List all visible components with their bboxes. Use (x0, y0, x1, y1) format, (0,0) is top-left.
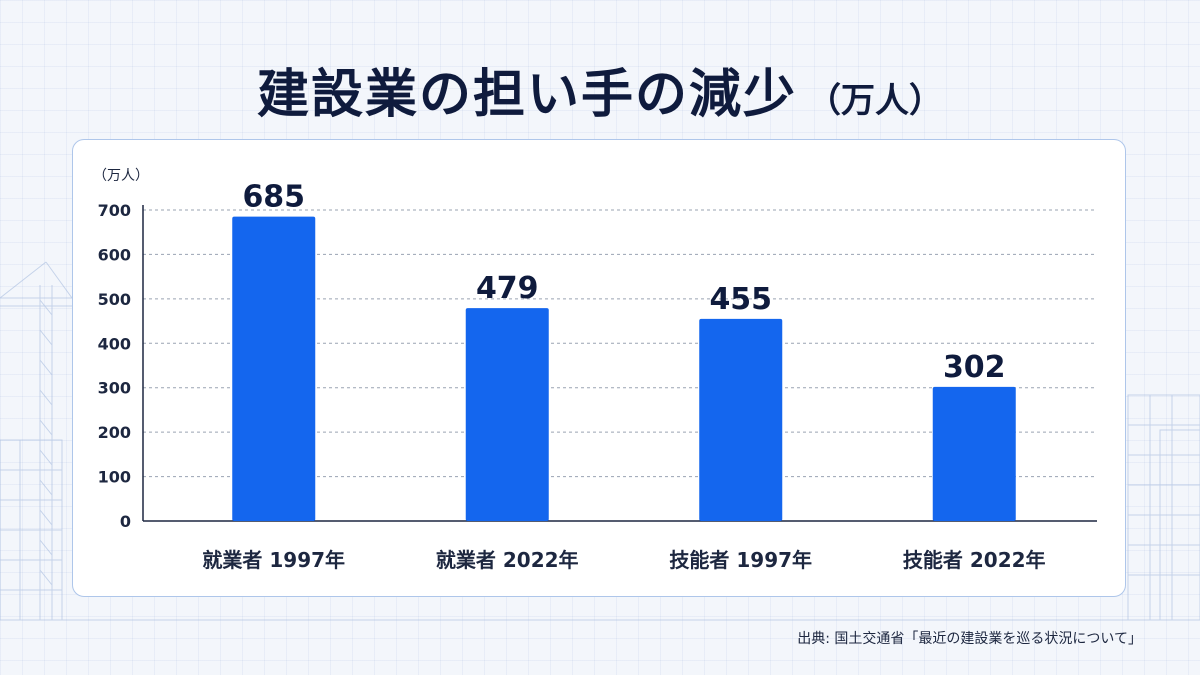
bar (699, 318, 783, 521)
y-tick-label: 0 (120, 512, 131, 531)
x-tick-label: 技能者 1997年 (669, 548, 812, 572)
x-tick-label: 技能者 2022年 (903, 548, 1046, 572)
y-tick-label: 200 (98, 423, 131, 442)
page-title: 建設業の担い手の減少 （万人） (0, 52, 1200, 127)
title-unit: （万人） (807, 81, 943, 121)
data-label: 479 (476, 271, 539, 306)
data-label: 302 (943, 350, 1006, 385)
chart-panel: （万人） 0 100 200 300 400 500 600 700 685 就業者 1997年 47… (72, 139, 1126, 597)
x-tick-label: 就業者 1997年 (202, 548, 345, 572)
y-tick-label: 600 (98, 245, 131, 264)
title-text: 建設業の担い手の減少 (256, 65, 797, 125)
x-tick-label: 就業者 2022年 (436, 548, 579, 572)
y-tick-label: 400 (98, 334, 131, 353)
bar (232, 216, 316, 521)
bar-chart: （万人） 0 100 200 300 400 500 600 700 685 就業者 1997年 47… (93, 168, 1097, 572)
y-tick-label: 700 (98, 201, 131, 220)
y-tick-label: 500 (98, 290, 131, 309)
data-label: 685 (242, 180, 305, 215)
y-axis-label: （万人） (93, 168, 149, 184)
bar (465, 308, 549, 521)
y-tick-label: 300 (98, 379, 131, 398)
bar (932, 386, 1016, 521)
y-tick-label: 100 (98, 468, 131, 487)
source-note: 出典: 国土交通省「最近の建設業を巡る状況について」 (797, 631, 1142, 647)
data-label: 455 (709, 282, 772, 317)
